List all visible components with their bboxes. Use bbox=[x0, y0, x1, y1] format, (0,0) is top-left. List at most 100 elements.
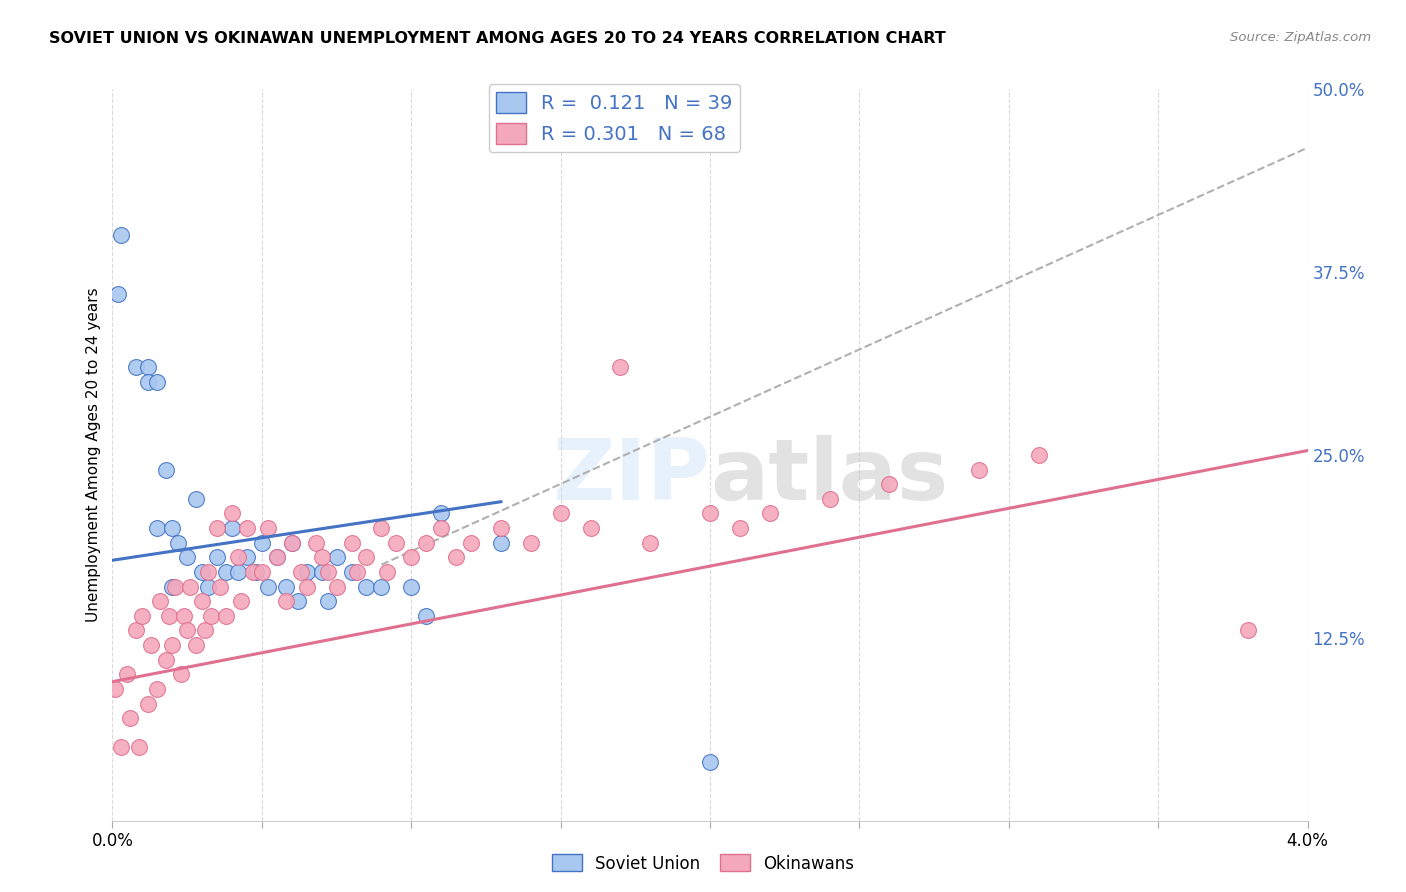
Point bbox=[107, 287, 129, 301]
Point bbox=[316, 565, 339, 579]
Point bbox=[205, 521, 228, 535]
Legend: Soviet Union, Okinawans: Soviet Union, Okinawans bbox=[546, 847, 860, 880]
Point bbox=[699, 507, 721, 521]
Legend: R =  0.121   N = 39, R = 0.301   N = 68: R = 0.121 N = 39, R = 0.301 N = 68 bbox=[489, 84, 740, 152]
Point bbox=[117, 667, 139, 681]
Point bbox=[155, 653, 177, 667]
Point bbox=[295, 565, 318, 579]
Point bbox=[304, 535, 326, 549]
Point bbox=[191, 594, 214, 608]
Point bbox=[370, 521, 392, 535]
Point bbox=[415, 535, 437, 549]
Point bbox=[818, 491, 841, 506]
Point bbox=[186, 491, 208, 506]
Point bbox=[316, 594, 339, 608]
Point bbox=[266, 550, 288, 565]
Point bbox=[295, 580, 318, 594]
Point bbox=[311, 565, 333, 579]
Point bbox=[311, 550, 333, 565]
Point bbox=[186, 638, 208, 652]
Point bbox=[236, 521, 259, 535]
Point bbox=[221, 521, 243, 535]
Point bbox=[197, 565, 219, 579]
Point bbox=[287, 594, 309, 608]
Point bbox=[197, 580, 219, 594]
Point bbox=[125, 624, 148, 638]
Point bbox=[728, 521, 751, 535]
Text: atlas: atlas bbox=[710, 435, 948, 518]
Point bbox=[640, 535, 662, 549]
Point bbox=[325, 550, 347, 565]
Point bbox=[120, 711, 142, 725]
Point bbox=[356, 550, 378, 565]
Point bbox=[444, 550, 467, 565]
Text: Source: ZipAtlas.com: Source: ZipAtlas.com bbox=[1230, 31, 1371, 45]
Point bbox=[430, 521, 453, 535]
Point bbox=[170, 667, 193, 681]
Point bbox=[125, 360, 148, 375]
Point bbox=[209, 580, 232, 594]
Point bbox=[356, 580, 378, 594]
Point bbox=[257, 580, 280, 594]
Point bbox=[128, 740, 150, 755]
Point bbox=[281, 535, 304, 549]
Point bbox=[266, 550, 288, 565]
Text: ZIP: ZIP bbox=[553, 435, 710, 518]
Point bbox=[138, 375, 160, 389]
Point bbox=[179, 580, 201, 594]
Point bbox=[157, 608, 180, 623]
Point bbox=[176, 624, 198, 638]
Point bbox=[250, 565, 273, 579]
Point bbox=[290, 565, 312, 579]
Point bbox=[759, 507, 782, 521]
Point bbox=[346, 565, 368, 579]
Point bbox=[146, 375, 169, 389]
Point bbox=[138, 360, 160, 375]
Point bbox=[229, 594, 252, 608]
Point bbox=[325, 580, 347, 594]
Point bbox=[274, 594, 297, 608]
Point bbox=[221, 507, 243, 521]
Point bbox=[242, 565, 264, 579]
Point bbox=[281, 535, 304, 549]
Point bbox=[877, 477, 901, 491]
Point bbox=[274, 580, 297, 594]
Point bbox=[550, 507, 572, 521]
Point bbox=[200, 608, 222, 623]
Point bbox=[226, 550, 249, 565]
Point bbox=[245, 565, 267, 579]
Point bbox=[215, 565, 238, 579]
Point bbox=[110, 740, 132, 755]
Point bbox=[236, 550, 259, 565]
Point bbox=[131, 608, 153, 623]
Point bbox=[146, 521, 169, 535]
Point bbox=[489, 521, 512, 535]
Point bbox=[104, 681, 127, 696]
Text: SOVIET UNION VS OKINAWAN UNEMPLOYMENT AMONG AGES 20 TO 24 YEARS CORRELATION CHAR: SOVIET UNION VS OKINAWAN UNEMPLOYMENT AM… bbox=[49, 31, 946, 46]
Point bbox=[173, 608, 195, 623]
Point bbox=[520, 535, 543, 549]
Point bbox=[191, 565, 214, 579]
Point bbox=[401, 580, 423, 594]
Point bbox=[149, 594, 172, 608]
Point bbox=[579, 521, 602, 535]
Point bbox=[138, 697, 160, 711]
Point bbox=[141, 638, 163, 652]
Point bbox=[155, 462, 177, 476]
Point bbox=[377, 565, 399, 579]
Point bbox=[162, 638, 183, 652]
Point bbox=[165, 580, 187, 594]
Point bbox=[699, 755, 721, 769]
Point bbox=[401, 550, 423, 565]
Point bbox=[609, 360, 631, 375]
Point bbox=[340, 535, 363, 549]
Point bbox=[1028, 448, 1050, 462]
Point bbox=[250, 535, 273, 549]
Point bbox=[489, 535, 512, 549]
Point bbox=[226, 565, 249, 579]
Point bbox=[176, 550, 198, 565]
Point bbox=[430, 507, 453, 521]
Point bbox=[205, 550, 228, 565]
Point bbox=[162, 521, 183, 535]
Point bbox=[385, 535, 408, 549]
